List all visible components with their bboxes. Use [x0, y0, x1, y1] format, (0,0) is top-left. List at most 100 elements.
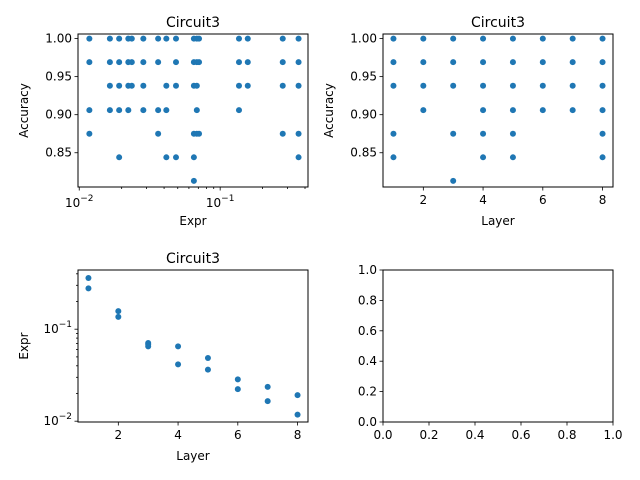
data-point: [295, 82, 302, 89]
data-point: [173, 154, 179, 161]
data-point: [244, 35, 251, 42]
data-point: [106, 107, 113, 114]
data-point: [116, 59, 123, 66]
data-point: [86, 107, 93, 114]
chart-title: Circuit3: [166, 15, 220, 31]
data-point: [390, 130, 397, 137]
data-point: [279, 130, 286, 137]
data-point: [480, 59, 487, 66]
y-tick-label: 0.95: [45, 70, 72, 84]
data-point: [163, 35, 170, 42]
y-tick-label: 0.6: [358, 324, 377, 338]
data-point: [155, 35, 162, 42]
x-tick-label: 4: [479, 193, 487, 207]
data-point: [244, 59, 251, 66]
x-tick-label: 8: [294, 428, 302, 442]
x-tick-label: 0.4: [465, 428, 484, 442]
data-point: [480, 107, 487, 114]
data-point: [450, 82, 457, 89]
data-point: [145, 343, 152, 350]
data-point: [106, 35, 113, 42]
data-point: [106, 59, 113, 66]
data-point: [155, 107, 162, 114]
data-point: [509, 59, 516, 66]
axes-frame: [382, 33, 614, 188]
data-point: [295, 59, 302, 66]
data-point: [173, 82, 179, 89]
data-point: [190, 154, 197, 161]
data-point: [235, 82, 242, 89]
x-tick-label: 0.0: [373, 428, 392, 442]
data-point: [163, 107, 170, 114]
data-point: [450, 35, 457, 42]
data-point: [599, 107, 606, 114]
data-point: [173, 59, 179, 66]
data-point: [175, 343, 182, 350]
data-point: [140, 35, 147, 42]
data-point: [116, 107, 123, 114]
data-point: [125, 107, 132, 114]
y-axis-label: Accuracy: [17, 83, 31, 138]
data-point: [196, 59, 203, 66]
data-point: [599, 82, 606, 89]
data-point: [234, 386, 241, 393]
subplot-4: 0.0 0.2 0.4 0.6 0.8 1.0 0.0 0.2 0.4 0.6 0.8 1.0: [358, 263, 623, 442]
axes-frame: [382, 269, 614, 423]
data-point: [390, 154, 397, 161]
y-tick-label: 0.95: [350, 70, 377, 84]
data-point: [193, 82, 200, 89]
data-point: [420, 82, 427, 89]
data-point: [450, 130, 457, 137]
data-point: [244, 82, 251, 89]
data-point: [155, 130, 162, 137]
data-point: [234, 376, 241, 383]
y-tick-label: 0.0: [358, 415, 377, 429]
data-point: [204, 366, 211, 373]
data-point: [116, 35, 123, 42]
data-point: [450, 59, 457, 66]
data-point: [509, 35, 516, 42]
x-tick-label: 2: [420, 193, 428, 207]
data-point: [480, 82, 487, 89]
x-tick-label: 2: [115, 428, 123, 442]
data-point: [116, 154, 123, 161]
data-point: [163, 82, 170, 89]
x-tick-label: 6: [234, 428, 242, 442]
y-tick-label: 1.00: [45, 32, 72, 46]
data-point: [115, 313, 122, 320]
y-axis-label: Accuracy: [322, 83, 336, 138]
x-tick-label: 4: [174, 428, 182, 442]
data-point: [264, 383, 271, 390]
data-point: [173, 35, 179, 42]
data-point: [599, 35, 606, 42]
x-tick-label: 10−1: [206, 194, 235, 210]
y-tick-label: 0.90: [45, 108, 72, 122]
data-point: [539, 107, 546, 114]
data-point: [128, 59, 135, 66]
data-point: [539, 82, 546, 89]
data-point: [420, 35, 427, 42]
data-point: [420, 59, 427, 66]
data-point: [480, 130, 487, 137]
data-point: [86, 59, 93, 66]
x-axis-label: Layer: [481, 214, 515, 228]
data-point: [196, 35, 203, 42]
data-point: [204, 355, 211, 362]
data-point: [569, 107, 576, 114]
data-point: [539, 59, 546, 66]
data-point: [509, 130, 516, 137]
y-tick-label: 0.2: [358, 385, 377, 399]
data-point: [85, 275, 92, 282]
data-point: [279, 82, 286, 89]
data-point: [155, 59, 162, 66]
y-tick-label: 1.00: [350, 32, 377, 46]
axes-frame: [77, 269, 309, 423]
data-point: [569, 82, 576, 89]
chart-title: Circuit3: [471, 15, 525, 31]
data-point: [450, 177, 457, 184]
y-tick-label: 10−2: [43, 412, 72, 428]
data-point: [295, 154, 302, 161]
data-point: [420, 107, 427, 114]
data-point: [279, 35, 286, 42]
y-tick-label: 10−1: [43, 320, 72, 336]
